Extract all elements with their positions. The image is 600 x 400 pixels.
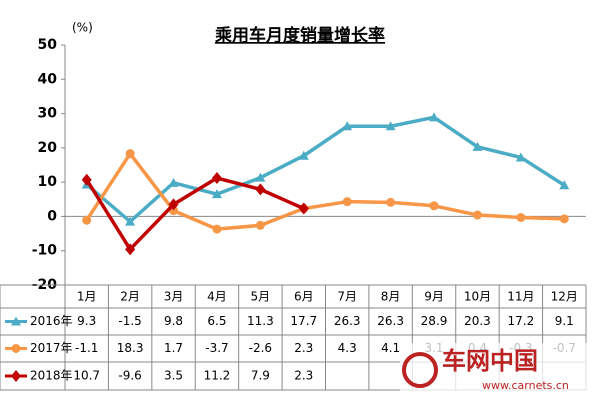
table-value: 18.3 [117,341,144,355]
x-tick-label: 9月 [424,290,444,304]
chart-title: 乘用车月度销量增长率 [214,25,385,46]
marker [211,189,222,199]
marker [255,172,266,182]
marker [125,149,135,159]
table-value: 11.2 [204,369,231,383]
marker [429,201,439,211]
x-tick-label: 4月 [207,290,227,304]
y-tick-label: 50 [38,37,58,53]
table-value: 28.9 [421,314,448,328]
table-value: 9.1 [555,314,574,328]
y-tick-label: 10 [38,174,58,190]
table-value: -2.6 [249,341,272,355]
marker [125,216,136,226]
x-tick-label: 6月 [294,290,314,304]
y-tick-label: 30 [38,106,58,122]
marker [11,316,21,326]
table-value: 2.3 [294,341,313,355]
marker [342,197,352,207]
series-line [85,151,565,231]
y-tick-label: -10 [32,243,58,259]
x-tick-label: 1月 [77,290,97,304]
marker [81,173,92,186]
marker [342,121,353,131]
marker [298,202,309,215]
table-value: 9.3 [77,314,96,328]
table-value: 17.2 [508,314,535,328]
table-value: -1.1 [75,341,98,355]
marker [472,141,483,151]
watermark-url: www.carnets.cn [482,379,569,392]
marker [385,121,396,131]
legend-label: 2018年 [30,369,73,383]
table-value: 2.3 [294,369,313,383]
table-value: 20.3 [464,314,491,328]
table-value: 26.3 [377,314,404,328]
table-value: 11.3 [247,314,274,328]
series-line [85,115,566,224]
marker [255,183,266,196]
marker [472,210,482,220]
x-tick-label: 7月 [337,290,357,304]
marker [516,212,526,222]
y-tick-label: 40 [38,71,58,87]
marker [298,150,309,160]
watermark-name: 车网中国 [442,347,538,375]
marker [212,224,222,234]
marker [211,172,222,185]
marker [11,370,21,382]
x-tick-label: 10月 [464,290,491,304]
table-value: -9.6 [118,369,141,383]
marker [386,197,396,207]
legend-label: 2017年 [30,341,73,355]
table-value: -3.7 [205,341,228,355]
table-value: 7.9 [251,369,270,383]
marker [429,112,440,122]
watermark-bg [400,343,590,393]
table-value: 4.1 [381,341,400,355]
x-tick-label: 5月 [251,290,271,304]
marker [11,344,21,353]
y-tick-label: 20 [38,140,58,156]
table-value: 6.5 [207,314,226,328]
y-axis-label: (%) [72,21,93,35]
x-tick-label: 3月 [164,290,184,304]
table-value: 4.3 [338,341,357,355]
marker [168,198,179,211]
watermark-logo [402,352,438,388]
table-value: 1.7 [164,341,183,355]
table-value: 17.7 [290,314,317,328]
series-line [85,176,305,252]
table-value: 10.7 [73,369,100,383]
table-value: 3.5 [164,369,183,383]
marker [515,152,526,162]
x-tick-label: 12月 [551,290,578,304]
marker [82,215,92,225]
x-tick-label: 2月 [120,290,140,304]
marker [559,180,570,190]
legend-label: 2016年 [30,314,73,328]
y-tick-label: 0 [47,208,57,224]
marker [255,220,265,230]
table-value: 26.3 [334,314,361,328]
marker [168,177,179,187]
x-tick-label: 8月 [381,290,401,304]
marker [125,243,136,256]
x-tick-label: 11月 [507,290,534,304]
marker [559,214,569,224]
table-value: 9.8 [164,314,183,328]
table-value: -1.5 [118,314,141,328]
